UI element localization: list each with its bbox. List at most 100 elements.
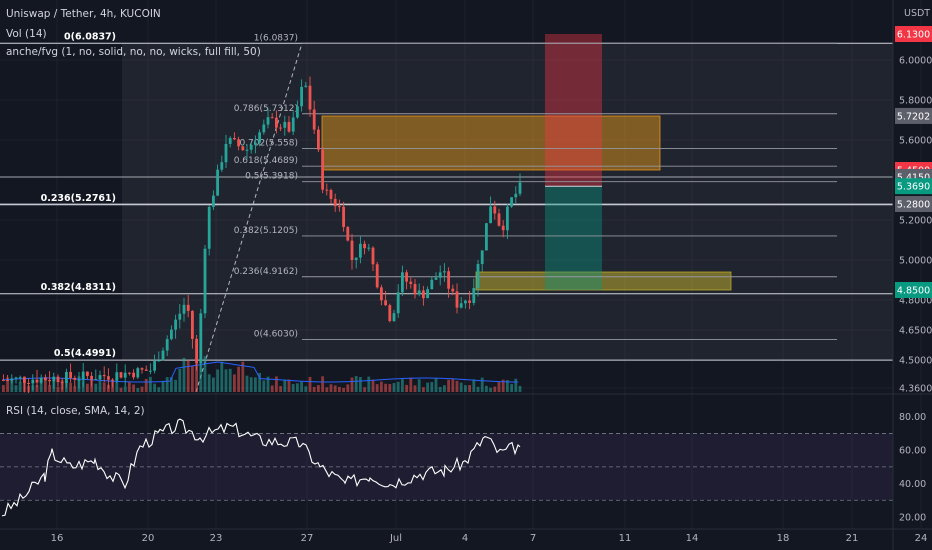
volume-bar (258, 372, 261, 392)
volume-bar (128, 382, 131, 392)
candle-body (224, 143, 228, 163)
volume-bar (123, 386, 127, 392)
candle-body (333, 198, 337, 207)
candle-body (2, 380, 5, 381)
volume-bar (388, 384, 392, 392)
volume-bar (224, 369, 228, 392)
volume-bar (497, 382, 501, 392)
volume-bar (480, 377, 484, 392)
volume-bar (342, 387, 345, 392)
fib-small-label: 1(6.0837) (254, 33, 298, 43)
candle-body (396, 292, 400, 314)
candle-body (375, 264, 379, 288)
fib-trend-line (195, 43, 303, 393)
candle-body (296, 106, 299, 118)
fvg-indicator-label: anche/fvg (1, no, solid, no, no, wicks, … (6, 46, 261, 58)
candle-body (144, 369, 148, 371)
fib-small-label: 0(4.6030) (254, 329, 298, 339)
volume-bar (270, 385, 274, 392)
candle-body (392, 313, 396, 322)
volume-bar (86, 383, 89, 392)
candle-body (77, 379, 81, 381)
volume-bar (56, 386, 60, 392)
candle-body (291, 117, 295, 132)
volume-bar (153, 383, 156, 392)
candle-body (165, 339, 169, 351)
candle-body (354, 257, 358, 261)
volume-bar (501, 379, 505, 392)
volume-bar (287, 379, 291, 392)
candle-body (111, 379, 114, 381)
volume-bar (493, 386, 497, 392)
candle-body (10, 378, 14, 381)
candle-body (157, 360, 161, 362)
volume-bar (161, 380, 165, 392)
volume-bar (401, 379, 404, 392)
y-tick-label: 4.3600 (899, 384, 932, 395)
rsi-line (1, 418, 521, 517)
x-tick-label: 24 (915, 533, 928, 544)
price-badge-label: 5.4150 (897, 173, 930, 184)
fvg-zone-orange (321, 115, 661, 171)
short-position-tool[interactable] (545, 34, 602, 290)
y-tick-label: 4.6500 (899, 326, 932, 337)
grid (0, 0, 922, 529)
volume-bar (140, 386, 144, 392)
x-tick-label: 23 (210, 533, 223, 544)
candle-body (312, 109, 316, 130)
fib-small-label: 0.618(5.4689) (234, 156, 298, 166)
candle-body (359, 243, 362, 258)
candle-body (115, 372, 119, 381)
volume-bar (333, 385, 337, 392)
volume-bar (39, 378, 43, 392)
volume-bar (417, 379, 421, 392)
volume-bar (186, 359, 190, 392)
volume-bar (434, 378, 438, 392)
y-tick-label: 5.6000 (899, 136, 932, 147)
volume-ma-line (1, 361, 519, 383)
x-tick-label: Jul (389, 533, 402, 544)
volume-bar (375, 384, 379, 392)
volume-bar (35, 385, 39, 392)
stop-zone (545, 34, 602, 187)
volume-bar (178, 368, 182, 392)
candle-body (283, 121, 287, 128)
volume-bar (14, 385, 18, 392)
candle-body (107, 376, 110, 380)
volume-bar (438, 386, 442, 392)
candle-body (191, 310, 194, 339)
price-badge (895, 196, 932, 212)
volume-bars (1, 356, 522, 392)
volume-bar (174, 379, 177, 392)
volume-bar (233, 374, 236, 392)
volume-bar (241, 361, 245, 392)
candle-body (304, 85, 308, 87)
candlesticks (2, 76, 522, 394)
y-tick-label: 5.8000 (899, 96, 932, 107)
candle-body (506, 206, 509, 231)
volume-bar (464, 385, 467, 392)
candle-body (228, 137, 232, 144)
x-tick-label: 7 (530, 533, 536, 544)
price-badge-label: 5.2800 (897, 200, 930, 211)
candle-body (384, 300, 387, 306)
candle-body (52, 376, 56, 382)
y-tick-label: 5.0000 (899, 256, 932, 267)
volume-bar (506, 380, 509, 392)
volume-bar (157, 387, 161, 392)
volume-bar (18, 382, 22, 392)
candle-body (279, 127, 282, 129)
x-tick-label: 4 (462, 533, 468, 544)
price-badge-label: 6.1300 (897, 30, 930, 41)
volume-bar (182, 357, 186, 392)
candle-body (161, 350, 165, 361)
volume-bar (321, 376, 324, 392)
volume-bar (359, 377, 362, 392)
volume-bar (405, 384, 408, 392)
candle-body (367, 247, 371, 249)
candle-body (132, 372, 135, 378)
candle-body (195, 338, 198, 364)
volume-indicator-label: Vol (14) (6, 28, 47, 40)
volume-bar (384, 383, 387, 392)
